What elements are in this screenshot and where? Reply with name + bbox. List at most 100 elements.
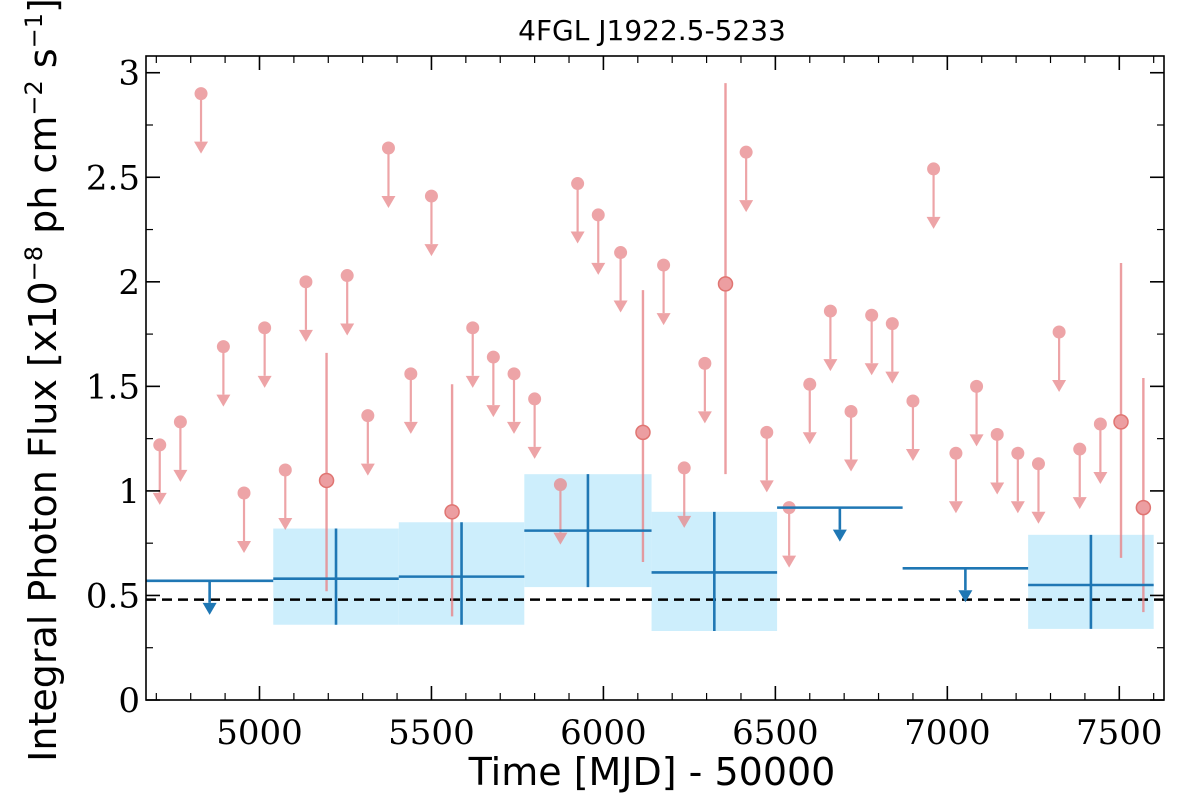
upper-limit-arrow — [403, 421, 418, 434]
fine-upper-limit — [298, 275, 313, 342]
fine-upper-limit — [257, 321, 272, 388]
upper-limit-marker — [424, 189, 438, 203]
x-tick-label: 5500 — [388, 713, 475, 753]
fine-upper-limit — [381, 141, 396, 208]
upper-limit-arrow — [697, 411, 712, 424]
upper-limit-arrow — [802, 432, 817, 445]
upper-limit-arrow — [823, 359, 838, 372]
fine-upper-limit — [237, 486, 252, 553]
upper-limit-marker — [153, 438, 167, 452]
fine-detection — [1135, 378, 1152, 613]
axes-frame — [145, 55, 1165, 701]
fine-upper-limit — [465, 321, 480, 388]
upper-limit-arrow — [152, 492, 167, 505]
x-tick-label: 6500 — [732, 713, 819, 753]
fine-bin-points — [152, 83, 1152, 617]
fine-upper-limit — [527, 392, 542, 459]
fine-upper-limit — [990, 427, 1005, 495]
upper-limit-marker — [614, 246, 628, 260]
fine-upper-limit — [948, 446, 963, 514]
upper-limit-arrow — [739, 200, 754, 213]
upper-limit-arrow — [570, 231, 585, 244]
y-axis-label-exp2: −2 — [20, 80, 48, 115]
upper-limit-marker — [657, 258, 671, 272]
upper-limit-marker — [1052, 325, 1066, 339]
upper-limit-marker — [906, 394, 920, 408]
upper-limit-arrow — [1052, 380, 1067, 392]
upper-limit-marker — [278, 463, 292, 477]
upper-limit-arrow — [759, 480, 774, 493]
fine-upper-limit — [486, 350, 501, 418]
fine-detection — [635, 290, 651, 562]
fine-upper-limit — [194, 87, 209, 154]
y-tick-label: 0 — [118, 681, 140, 721]
fine-upper-limit — [926, 162, 941, 229]
y-tick-label: 2 — [118, 263, 140, 303]
coarse-upper-limit-arrow — [202, 602, 217, 615]
upper-limit-marker — [760, 425, 774, 439]
upper-limit-marker — [865, 308, 879, 322]
upper-limit-arrow — [278, 518, 293, 530]
fine-upper-limit — [553, 478, 568, 545]
y-tick-label: 1.5 — [86, 367, 140, 407]
y-axis-label: Integral Photon Flux [x10−8 ph cm−2 s−1] — [20, 0, 65, 762]
upper-limit-marker — [591, 208, 605, 222]
y-tick-label: 2.5 — [86, 158, 140, 198]
upper-limit-marker — [698, 356, 712, 370]
upper-limit-arrow — [237, 541, 252, 553]
upper-limit-marker — [1031, 457, 1045, 471]
fine-upper-limit — [570, 177, 585, 244]
upper-limit-marker — [173, 415, 187, 429]
detection-marker — [1113, 414, 1129, 430]
upper-limit-arrow — [885, 371, 900, 384]
y-axis-label-part2: ph cm — [21, 116, 65, 246]
upper-limit-marker — [381, 141, 395, 155]
upper-limit-marker — [194, 87, 208, 101]
upper-limit-arrow — [1093, 472, 1108, 484]
upper-limit-arrow — [844, 459, 859, 472]
coarse-detection — [1028, 534, 1154, 629]
x-tick-label: 7000 — [904, 713, 991, 753]
upper-limit-arrow — [864, 363, 879, 376]
upper-limit-marker — [237, 486, 251, 500]
upper-limit-arrow — [990, 482, 1005, 495]
upper-limit-marker — [1093, 417, 1107, 431]
x-axis-label: Time [MJD] - 50000 — [468, 750, 836, 794]
upper-limit-arrow — [527, 446, 542, 459]
fine-upper-limit — [360, 409, 375, 476]
upper-limit-arrow — [381, 196, 396, 208]
fine-upper-limit — [613, 246, 628, 313]
upper-limit-arrow — [677, 515, 692, 528]
fine-upper-limit — [591, 208, 606, 275]
upper-limit-marker — [739, 145, 753, 159]
fine-upper-limit — [823, 304, 838, 372]
fine-upper-limit — [677, 461, 692, 528]
coarse-upper-limit-arrow — [958, 590, 973, 603]
y-axis-label-part4: ] — [21, 0, 65, 13]
upper-limit-arrow — [340, 323, 355, 336]
y-tick-label: 0.5 — [86, 576, 140, 616]
upper-limit-arrow — [216, 394, 231, 407]
upper-limit-arrow — [1072, 497, 1087, 510]
coarse-detection — [273, 528, 399, 625]
fine-upper-limit — [424, 189, 439, 257]
coarse-upper-limit-arrow — [832, 529, 847, 542]
fine-detection — [1113, 263, 1129, 558]
y-tick-label: 3 — [118, 54, 140, 94]
upper-limit-marker — [1073, 442, 1087, 456]
upper-limit-marker — [949, 446, 963, 460]
detection-marker — [717, 276, 734, 292]
detection-marker — [1135, 499, 1152, 516]
upper-limit-arrow — [969, 434, 984, 447]
x-tick-label: 5000 — [216, 713, 303, 753]
fine-upper-limit — [1010, 446, 1025, 514]
upper-limit-marker — [216, 340, 230, 354]
upper-limit-arrow — [948, 501, 963, 514]
y-axis-label-part1: Integral Photon Flux [x10 — [21, 281, 65, 762]
y-axis-label-part3: s — [21, 48, 65, 80]
upper-limit-marker — [927, 162, 941, 176]
fine-upper-limit — [697, 356, 712, 424]
coarse-upper-limit — [902, 566, 1029, 603]
fine-upper-limit — [905, 394, 920, 461]
